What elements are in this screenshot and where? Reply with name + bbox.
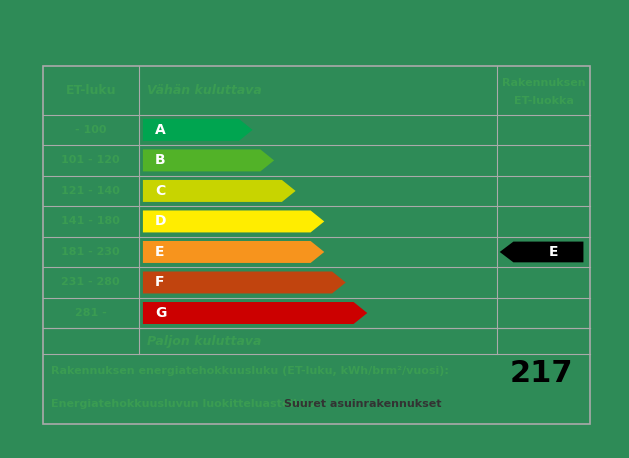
Text: E: E (549, 245, 559, 259)
Text: F: F (155, 276, 164, 289)
Text: G: G (155, 306, 166, 320)
Text: - 100: - 100 (75, 125, 106, 135)
Text: C: C (155, 184, 165, 198)
Text: D: D (155, 214, 167, 229)
Polygon shape (143, 180, 296, 202)
Text: B: B (155, 153, 165, 168)
Text: 121 - 140: 121 - 140 (61, 186, 120, 196)
Polygon shape (143, 149, 274, 171)
Polygon shape (143, 211, 325, 233)
Text: Paljon kuluttava: Paljon kuluttava (147, 335, 261, 348)
Polygon shape (143, 272, 346, 294)
Text: 181 - 230: 181 - 230 (62, 247, 120, 257)
Text: Energiatehokkuusluvun luokitteluasteikko:: Energiatehokkuusluvun luokitteluasteikko… (51, 399, 320, 409)
Polygon shape (499, 241, 584, 262)
Text: Rakennuksen energiatehokkuusluku (ET-luku, kWh/brm²/vuosi):: Rakennuksen energiatehokkuusluku (ET-luk… (51, 366, 449, 376)
Text: ET-luku: ET-luku (65, 84, 116, 97)
Text: Suuret asuinrakennukset: Suuret asuinrakennukset (284, 399, 441, 409)
Text: Rakennuksen: Rakennuksen (502, 78, 586, 88)
Polygon shape (143, 119, 253, 141)
Text: 231 - 280: 231 - 280 (62, 278, 120, 288)
Text: E: E (155, 245, 164, 259)
Text: A: A (155, 123, 165, 137)
Text: 217: 217 (510, 359, 574, 388)
Text: 101 - 120: 101 - 120 (62, 155, 120, 165)
Polygon shape (143, 241, 325, 263)
Polygon shape (143, 302, 367, 324)
Text: Vähän kuluttava: Vähän kuluttava (147, 84, 262, 97)
Text: 281 -: 281 - (75, 308, 106, 318)
Text: 141 - 180: 141 - 180 (61, 217, 120, 226)
Text: ET-luokka: ET-luokka (513, 96, 574, 106)
